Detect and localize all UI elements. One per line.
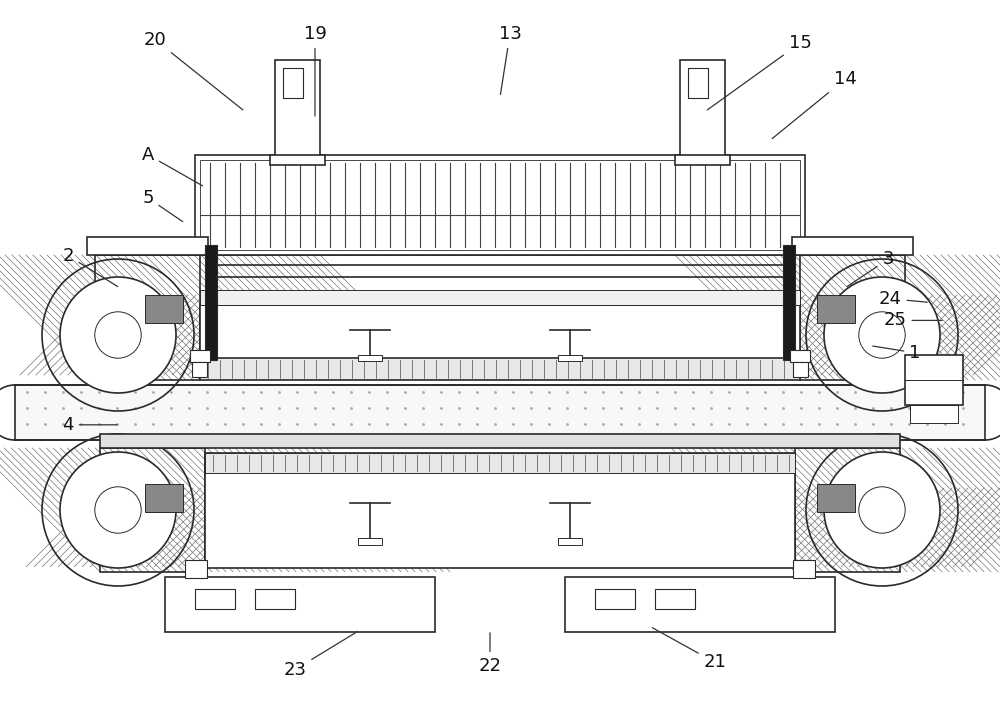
Bar [255,589,295,608]
Bar [800,255,905,380]
Circle shape [95,312,141,359]
Bar [205,453,795,568]
Bar [145,484,183,512]
Text: 14: 14 [772,71,856,139]
Bar [195,155,805,255]
Bar [688,68,708,98]
Bar [910,405,958,423]
Bar [165,577,435,631]
Bar [795,448,900,572]
Bar [680,60,725,160]
Text: 13: 13 [499,25,521,94]
Bar [100,434,900,448]
Bar [205,245,217,360]
Circle shape [859,312,905,359]
Bar [783,245,795,360]
Bar [275,60,320,160]
Bar [145,295,183,323]
Bar [793,559,815,577]
Bar [358,355,382,361]
Circle shape [824,277,940,393]
Bar [792,237,913,255]
Text: 2: 2 [62,247,118,287]
Text: 24: 24 [879,290,927,308]
Text: 22: 22 [479,633,502,675]
Bar [15,385,985,440]
Bar [675,155,730,165]
Bar [205,453,795,473]
Bar [790,350,810,362]
Text: 23: 23 [284,631,358,678]
Bar [87,237,208,255]
Bar [200,290,800,305]
Circle shape [60,277,176,393]
Bar [817,484,855,512]
Bar [558,355,582,361]
Text: 21: 21 [652,628,726,671]
Bar [793,362,808,377]
Text: 5: 5 [142,189,183,222]
Bar [283,68,303,98]
Bar [558,538,582,545]
Circle shape [859,487,905,534]
Bar [95,243,905,255]
Text: 20: 20 [144,31,243,110]
Bar [565,577,835,631]
Circle shape [60,452,176,568]
Bar [200,160,800,250]
Bar [817,295,855,323]
Text: 25: 25 [884,311,942,330]
Text: 4: 4 [62,416,117,433]
Bar [200,305,800,370]
Bar [270,155,325,165]
Text: 3: 3 [847,251,894,287]
Bar [200,358,800,380]
Bar [95,255,200,380]
Bar [595,589,635,608]
Text: 19: 19 [304,25,326,116]
Bar [358,538,382,545]
Text: A: A [142,145,203,186]
Bar [192,362,207,377]
Bar [655,589,695,608]
Bar [195,589,235,608]
Text: 1: 1 [873,344,921,362]
Bar [905,355,963,405]
Bar [185,559,207,577]
Bar [100,448,205,572]
Circle shape [95,487,141,534]
Bar [190,350,210,362]
Text: 15: 15 [707,34,811,110]
Circle shape [824,452,940,568]
